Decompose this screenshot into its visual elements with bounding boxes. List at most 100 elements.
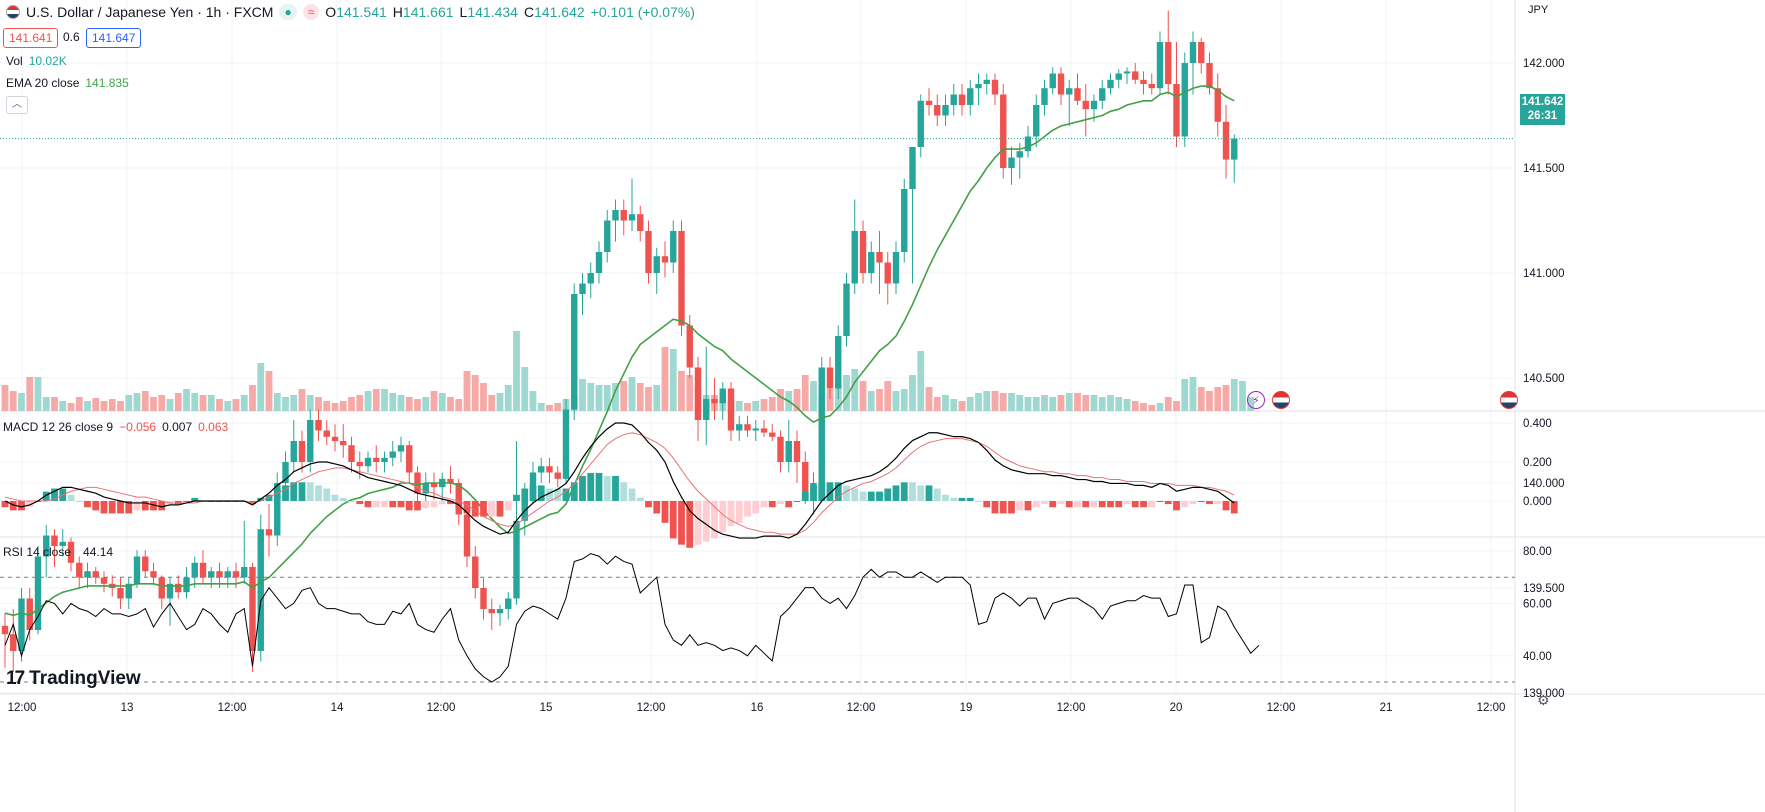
macd-histogram-bar xyxy=(397,501,405,508)
market-status-dot-icon[interactable]: ● xyxy=(279,4,297,20)
volume-legend[interactable]: Vol 10.02K xyxy=(6,54,67,68)
candle-body xyxy=(150,571,157,578)
macd-histogram-bar xyxy=(430,501,438,508)
currency-label[interactable]: JPY xyxy=(1528,4,1549,16)
macd-tick-label: 0.200 xyxy=(1523,457,1552,469)
tradingview-logo[interactable]: 17 TradingView xyxy=(6,668,141,690)
volume-bar xyxy=(1230,379,1238,411)
candle xyxy=(34,546,42,635)
time-tick-label: 15 xyxy=(540,702,553,714)
candle xyxy=(628,178,636,231)
candle-body xyxy=(67,541,75,563)
macd-histogram-bar xyxy=(339,497,347,501)
macd-histogram-bar xyxy=(1024,501,1032,511)
macd-legend[interactable]: MACD 12 26 close 9 −0.056 0.007 0.063 xyxy=(3,420,228,434)
rsi-legend[interactable]: RSI 14 close 44.14 xyxy=(3,545,113,559)
candle-body xyxy=(414,472,421,494)
candle xyxy=(1115,69,1122,89)
macd-histogram-bar xyxy=(356,501,364,505)
volume-bar xyxy=(1008,393,1015,411)
candle-body xyxy=(686,325,693,368)
candle-body xyxy=(26,598,33,630)
volume-bar xyxy=(876,389,883,411)
candle xyxy=(51,529,58,567)
volume-bar xyxy=(405,397,413,411)
lightning-event-icon[interactable]: ⚡ xyxy=(1247,391,1265,409)
candle xyxy=(381,451,388,473)
macd-histogram-bar xyxy=(463,501,471,514)
candle-body xyxy=(678,231,685,326)
candle-body xyxy=(389,451,396,458)
candle-body xyxy=(1222,121,1230,160)
candle xyxy=(340,424,347,458)
symbol-title[interactable]: U.S. Dollar / Japanese Yen · 1h · FXCM xyxy=(26,4,274,20)
volume-bar xyxy=(933,397,941,411)
volume-bar xyxy=(232,399,240,411)
candle xyxy=(587,262,594,299)
volume-bar xyxy=(488,395,496,411)
candle-body xyxy=(10,634,17,651)
gear-icon[interactable]: ⚙ xyxy=(1537,692,1550,708)
macd-histogram-bar xyxy=(51,488,58,501)
candle xyxy=(496,604,504,626)
collapse-legend-button[interactable]: ︿ xyxy=(6,96,28,114)
volume-bar xyxy=(273,393,281,411)
macd-histogram-bar xyxy=(1206,501,1213,505)
buy-price-button[interactable]: 141.647 xyxy=(86,28,142,48)
candle-body xyxy=(1066,88,1073,95)
rsi-line xyxy=(4,553,1260,683)
candle-body xyxy=(364,457,372,467)
candle xyxy=(373,445,380,473)
volume-bar xyxy=(942,395,949,411)
candle-body xyxy=(1156,42,1164,89)
candle-body xyxy=(488,609,495,614)
macd-histogram-bar xyxy=(694,501,702,545)
candle-body xyxy=(876,252,883,263)
volume-bar xyxy=(422,397,430,411)
ohlc-low: L141.434 xyxy=(459,4,518,20)
candle-body xyxy=(175,583,182,593)
price-axis: 139.000 139.500 140.000 140.500 141.000 141.5… xyxy=(1523,58,1565,700)
candle-body xyxy=(892,252,900,284)
candle-body xyxy=(232,571,240,578)
candle-body xyxy=(100,577,108,584)
volume-bar xyxy=(348,397,355,411)
macd-histogram-bar xyxy=(471,501,479,517)
candle-body xyxy=(1024,136,1032,152)
macd-histogram-bar xyxy=(158,501,166,511)
macd-histogram-bar xyxy=(1123,501,1131,505)
volume-bar xyxy=(75,397,83,411)
macd-histogram-bar xyxy=(900,482,908,501)
candle-body xyxy=(1165,42,1172,84)
us-flag-event-icon-2[interactable] xyxy=(1500,391,1518,409)
candle xyxy=(752,420,759,441)
candle-body xyxy=(241,567,248,578)
candle-body xyxy=(736,424,743,431)
current-price-label: 141.642 26:31 xyxy=(1520,94,1565,125)
macd-histogram-bar xyxy=(1098,501,1106,508)
candle-body xyxy=(274,483,281,536)
volume-bar xyxy=(1,385,9,411)
sell-price-button[interactable]: 141.641 xyxy=(3,28,59,48)
us-flag-event-icon[interactable] xyxy=(1272,391,1290,409)
volume-bar xyxy=(1082,395,1090,411)
volume-bar xyxy=(1065,393,1073,411)
wave-icon[interactable]: ≈ xyxy=(302,4,320,20)
candle-body xyxy=(1049,73,1056,89)
candle xyxy=(901,178,908,263)
volume-value: 10.02K xyxy=(28,54,67,68)
candle-body xyxy=(282,462,289,483)
volume-bar xyxy=(521,367,529,411)
macd-histogram-bar xyxy=(265,494,273,501)
tradingview-logo-text: TradingView xyxy=(29,668,141,689)
candle xyxy=(645,220,652,284)
candle-body xyxy=(975,84,982,89)
candle-body xyxy=(373,457,380,462)
candle-body xyxy=(496,609,504,614)
ema-legend[interactable]: EMA 20 close 141.835 xyxy=(6,76,129,90)
volume-bar xyxy=(826,389,834,411)
candle-body xyxy=(1033,105,1040,137)
macd-histogram-bar xyxy=(1197,501,1205,502)
volume-bar xyxy=(669,349,677,411)
